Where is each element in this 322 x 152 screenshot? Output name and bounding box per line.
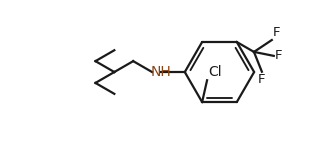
Text: F: F	[273, 26, 280, 39]
Text: NH: NH	[151, 65, 171, 79]
Text: F: F	[258, 73, 266, 86]
Text: Cl: Cl	[208, 65, 222, 79]
Text: F: F	[275, 49, 282, 62]
